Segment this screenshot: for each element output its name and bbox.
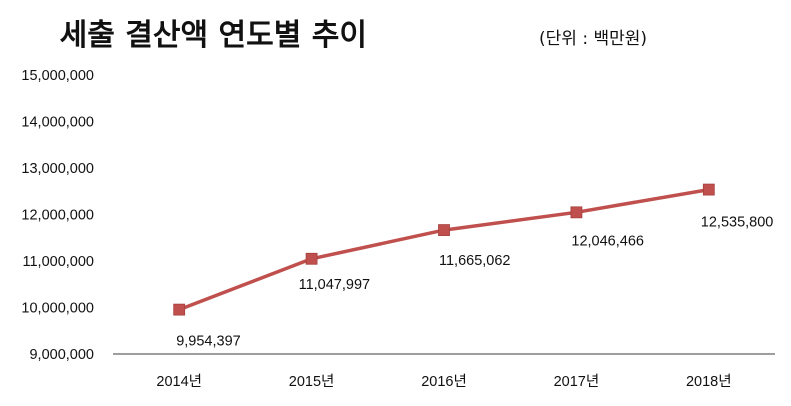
y-tick-label: 14,000,000 bbox=[21, 115, 94, 131]
series-line bbox=[178, 187, 710, 312]
series-marker bbox=[438, 224, 450, 236]
series-markers bbox=[173, 183, 715, 316]
x-tick-label: 2015년 bbox=[289, 373, 335, 390]
data-label: 9,954,397 bbox=[176, 334, 241, 350]
series-marker bbox=[570, 206, 583, 219]
x-axis-tick-labels: 2014년 2015년 2016년 2017년 2018년 bbox=[156, 373, 731, 390]
series-marker bbox=[305, 252, 318, 265]
y-axis-tick-labels: 9,000,000 10,000,000 11,000,000 12,000,000 1… bbox=[21, 68, 94, 363]
chart-title-text: 세출 결산액 연도별 추이 bbox=[60, 18, 367, 53]
data-label: 11,665,062 bbox=[439, 253, 511, 269]
y-tick-label: 12,000,000 bbox=[21, 208, 94, 224]
y-tick-label: 13,000,000 bbox=[21, 161, 94, 177]
data-label: 12,535,800 bbox=[701, 215, 774, 231]
chart-title: 세출 결산액 연도별 추이 (단위 : 백만원) bbox=[60, 18, 647, 53]
x-tick-label: 2017년 bbox=[554, 373, 600, 390]
x-tick-label: 2018년 bbox=[686, 373, 732, 390]
y-tick-label: 15,000,000 bbox=[21, 68, 94, 84]
series-marker bbox=[173, 303, 186, 316]
data-label: 12,046,466 bbox=[571, 233, 644, 249]
x-tick-label: 2016년 bbox=[421, 373, 467, 390]
y-tick-label: 10,000,000 bbox=[21, 301, 94, 317]
series-marker bbox=[702, 183, 715, 196]
data-labels: 9,954,397 11,047,997 11,665,062 12,046,466 1… bbox=[176, 215, 773, 350]
y-tick-label: 9,000,000 bbox=[29, 347, 94, 363]
data-label: 11,047,997 bbox=[299, 277, 371, 293]
y-tick-label: 11,000,000 bbox=[23, 254, 95, 270]
chart-subtitle-text: (단위 : 백만원) bbox=[539, 29, 647, 49]
x-tick-label: 2014년 bbox=[156, 373, 202, 390]
